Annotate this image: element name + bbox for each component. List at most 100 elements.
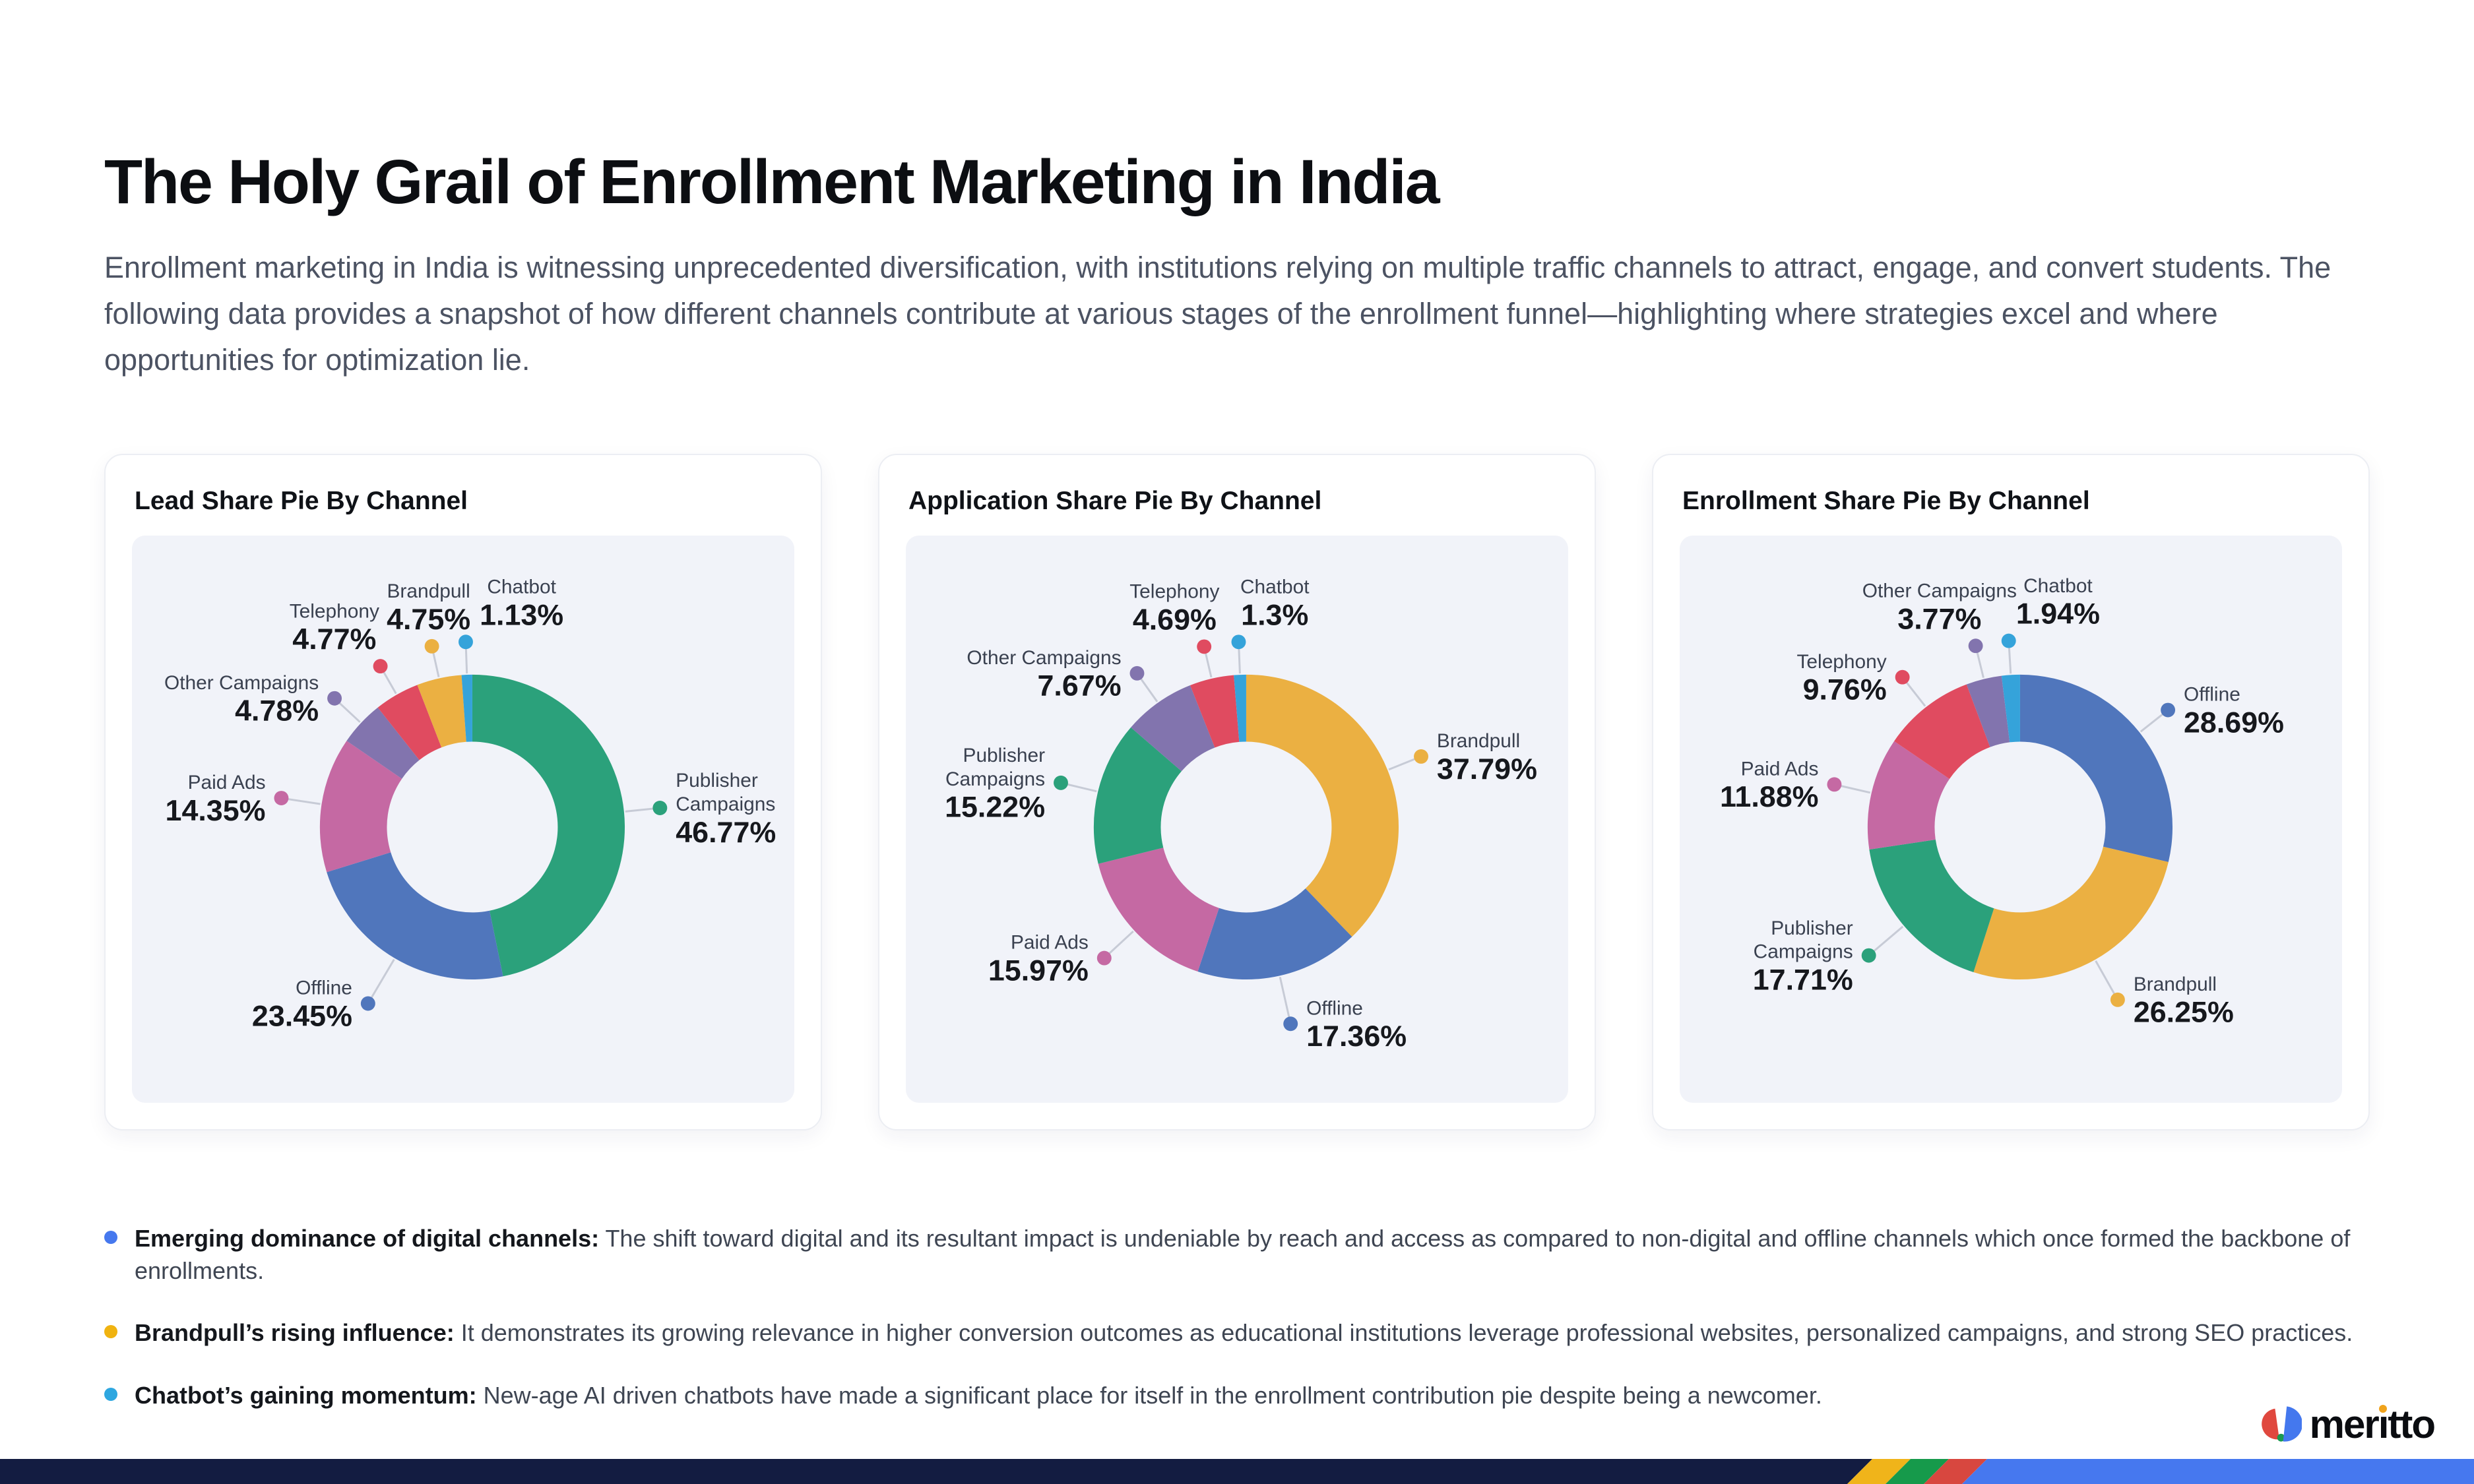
label-dot-icon — [459, 634, 473, 650]
page-title: The Holy Grail of Enrollment Marketing i… — [104, 147, 1440, 217]
footer-stripes — [0, 1459, 2474, 1484]
slice-label-value: 1.3% — [1241, 599, 1308, 632]
label-dot-icon — [2161, 702, 2176, 718]
label-dot-icon — [1861, 948, 1876, 963]
label-dot-icon — [1895, 670, 1910, 685]
donut-slice-paid-ads — [1867, 741, 1950, 850]
slice-label-value: 3.77% — [1897, 603, 1981, 636]
insight-row-chatbot: Chatbot’s gaining momentum: New-age AI d… — [104, 1380, 2370, 1412]
donut-slice-other-campaigns — [346, 707, 420, 779]
slice-label-value: 9.76% — [1803, 673, 1887, 706]
slice-label-value: 23.45% — [252, 1000, 352, 1033]
slice-label-name: Campaigns — [945, 768, 1045, 790]
slice-label-value: 17.36% — [1306, 1020, 1407, 1053]
chart-title-lead: Lead Share Pie By Channel — [135, 487, 468, 516]
slice-label-name: Offline — [2184, 684, 2240, 706]
label-dot-icon — [652, 801, 668, 816]
slice-label-name: Publisher — [963, 745, 1046, 766]
donut-slice-brandpull — [1973, 846, 2169, 980]
slice-label-value: 7.67% — [1037, 669, 1121, 702]
slice-label-value: 11.88% — [1720, 780, 1819, 813]
footer-bar — [0, 1459, 2474, 1484]
label-dot-icon — [274, 791, 289, 806]
slice-label-name: Other Campaigns — [1862, 580, 2017, 602]
donut-slices — [1867, 675, 2173, 980]
donut-slice-chatbot — [461, 675, 472, 743]
label-dot-icon — [2110, 993, 2125, 1008]
leader-line — [367, 959, 395, 1005]
meritto-logo: mer ı tto — [2260, 1402, 2436, 1446]
label-dot-icon — [424, 639, 439, 654]
slice-label-name: Telephony — [1797, 651, 1887, 673]
donut-slice-telephony — [1190, 675, 1240, 748]
slice-label-value: 15.97% — [988, 954, 1089, 987]
insight-detail: The shift toward digital and its resulta… — [135, 1225, 2351, 1284]
slice-label-name: Other Campaigns — [164, 672, 319, 694]
logo-wordmark: mer ı tto — [2309, 1402, 2436, 1446]
slice-label-name: Brandpull — [387, 580, 470, 602]
slice-label-name: Paid Ads — [1011, 932, 1089, 954]
leader-line — [2095, 960, 2119, 1001]
intro-text: Enrollment marketing in India is witness… — [104, 251, 2331, 377]
insights-list: Emerging dominance of digital channels: … — [104, 1223, 2370, 1411]
insight-detail: New-age AI driven chatbots have made a s… — [476, 1382, 1822, 1409]
slice-label-value: 4.69% — [1133, 603, 1217, 636]
slice-label-name: Chatbot — [2023, 575, 2093, 597]
slice-label-name: Paid Ads — [188, 772, 266, 793]
label-dot-icon — [1283, 1016, 1298, 1032]
slice-label-value: 17.71% — [1753, 964, 1853, 997]
bullet-dot-icon — [104, 1325, 117, 1339]
donut-slice-offline — [1197, 888, 1352, 980]
slice-label-value: 46.77% — [676, 816, 776, 849]
label-dot-icon — [1096, 950, 1112, 966]
insight-text: Chatbot’s gaining momentum: New-age AI d… — [135, 1380, 1822, 1412]
donut-slice-telephony — [1894, 684, 1990, 780]
label-dot-icon — [1129, 666, 1145, 681]
meritto-logomark-icon — [2261, 1406, 2302, 1442]
slice-label-value: 26.25% — [2134, 996, 2234, 1029]
slice-label-value: 4.75% — [387, 603, 470, 636]
slice-label-name: Telephony — [1129, 581, 1219, 603]
label-dot-icon — [2001, 633, 2016, 648]
insight-lead: Chatbot’s gaining momentum: — [135, 1382, 477, 1409]
label-dot-icon — [1827, 777, 1842, 792]
donut-slices — [319, 675, 625, 980]
insight-lead: Brandpull’s rising influence: — [135, 1319, 455, 1347]
leader-lines — [1827, 633, 2176, 1008]
chart-cards-row: Lead Share Pie By Channel Publisher Campa… — [104, 454, 2370, 1131]
donut-slice-other-campaigns — [1131, 685, 1215, 772]
slice-label-value: 14.35% — [166, 794, 266, 827]
slice-label-name: Chatbot — [487, 576, 556, 598]
chart-panel-lead: Publisher Campaigns 46.77% Offline 23.45% Pai… — [132, 536, 794, 1103]
donut-slice-offline — [327, 852, 503, 980]
label-dot-icon — [1231, 634, 1246, 650]
slice-label-value: 37.79% — [1437, 753, 1537, 786]
slice-label-value: 28.69% — [2184, 706, 2284, 739]
chart-panel-enrollment: Offline 28.69% Brandpull 26.25% Publisher Cam… — [1680, 536, 2342, 1103]
insight-lead: Emerging dominance of digital channels: — [135, 1225, 600, 1252]
slice-label-value: 1.94% — [2016, 598, 2100, 631]
insight-text: Brandpull’s rising influence: It demonst… — [135, 1317, 2353, 1349]
bullet-dot-icon — [104, 1388, 117, 1402]
donut-slice-paid-ads — [1098, 848, 1219, 972]
slice-label-name: Telephony — [290, 601, 379, 623]
donut-slice-telephony — [377, 685, 442, 760]
donut-slice-brandpull — [1246, 675, 1399, 937]
insight-detail: It demonstrates its growing relevance in… — [454, 1319, 2353, 1347]
slice-label-value: 15.22% — [945, 791, 1045, 824]
donut-slice-publisher-campaigns — [472, 675, 625, 977]
slice-label-name: Offline — [296, 977, 352, 999]
leader-lines — [274, 634, 668, 1011]
chart-title-application: Application Share Pie By Channel — [908, 487, 1322, 516]
slice-label-name: Offline — [1306, 998, 1363, 1020]
donut-slice-offline — [2019, 675, 2173, 863]
donut-slice-publisher-campaigns — [1093, 727, 1182, 864]
label-dot-icon — [327, 691, 342, 706]
chart-panel-application: Brandpull 37.79% Offline 17.36% Paid Ads 15.9… — [906, 536, 1568, 1103]
slice-label-name: Chatbot — [1240, 576, 1310, 598]
slice-label-name: Other Campaigns — [967, 647, 1121, 669]
donut-slice-chatbot — [2001, 675, 2020, 743]
